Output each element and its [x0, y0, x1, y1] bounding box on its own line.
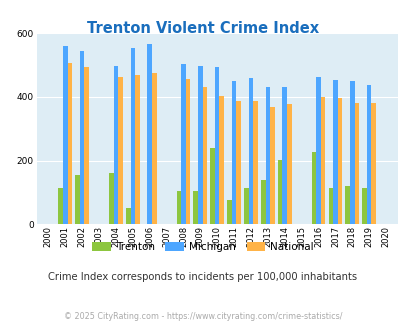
Bar	[193, 191, 198, 224]
Bar	[109, 173, 113, 224]
Bar	[118, 77, 122, 224]
Bar	[349, 81, 354, 224]
Bar	[320, 97, 324, 224]
Bar	[366, 85, 371, 224]
Bar	[311, 152, 315, 224]
Text: © 2025 CityRating.com - https://www.cityrating.com/crime-statistics/: © 2025 CityRating.com - https://www.city…	[64, 312, 341, 321]
Bar	[176, 191, 181, 224]
Bar	[126, 209, 130, 224]
Bar	[243, 188, 248, 224]
Bar	[80, 50, 84, 224]
Bar	[58, 188, 63, 224]
Bar	[151, 73, 156, 224]
Bar	[75, 175, 80, 224]
Bar	[185, 79, 190, 224]
Bar	[219, 95, 224, 224]
Bar	[84, 67, 89, 224]
Bar	[277, 160, 282, 224]
Bar	[248, 78, 253, 224]
Bar	[253, 101, 257, 224]
Bar	[286, 105, 291, 224]
Bar	[214, 67, 219, 224]
Bar	[236, 101, 240, 224]
Bar	[337, 98, 341, 224]
Bar	[135, 75, 139, 224]
Bar	[113, 67, 118, 224]
Bar	[210, 148, 214, 224]
Bar	[227, 200, 231, 224]
Bar	[67, 63, 72, 224]
Bar	[328, 188, 333, 224]
Bar	[282, 87, 286, 224]
Bar	[231, 82, 236, 224]
Legend: Trenton, Michigan, National: Trenton, Michigan, National	[87, 238, 318, 256]
Bar	[315, 77, 320, 224]
Bar	[371, 104, 375, 224]
Bar	[361, 188, 366, 224]
Bar	[354, 103, 358, 224]
Bar	[147, 44, 151, 224]
Bar	[202, 87, 207, 224]
Bar	[63, 47, 67, 224]
Bar	[333, 80, 337, 224]
Bar	[181, 64, 185, 224]
Bar	[345, 186, 349, 224]
Bar	[260, 181, 265, 224]
Bar	[130, 48, 135, 224]
Text: Crime Index corresponds to incidents per 100,000 inhabitants: Crime Index corresponds to incidents per…	[48, 272, 357, 282]
Bar	[198, 66, 202, 224]
Bar	[269, 107, 274, 224]
Text: Trenton Violent Crime Index: Trenton Violent Crime Index	[87, 21, 318, 36]
Bar	[265, 87, 269, 224]
